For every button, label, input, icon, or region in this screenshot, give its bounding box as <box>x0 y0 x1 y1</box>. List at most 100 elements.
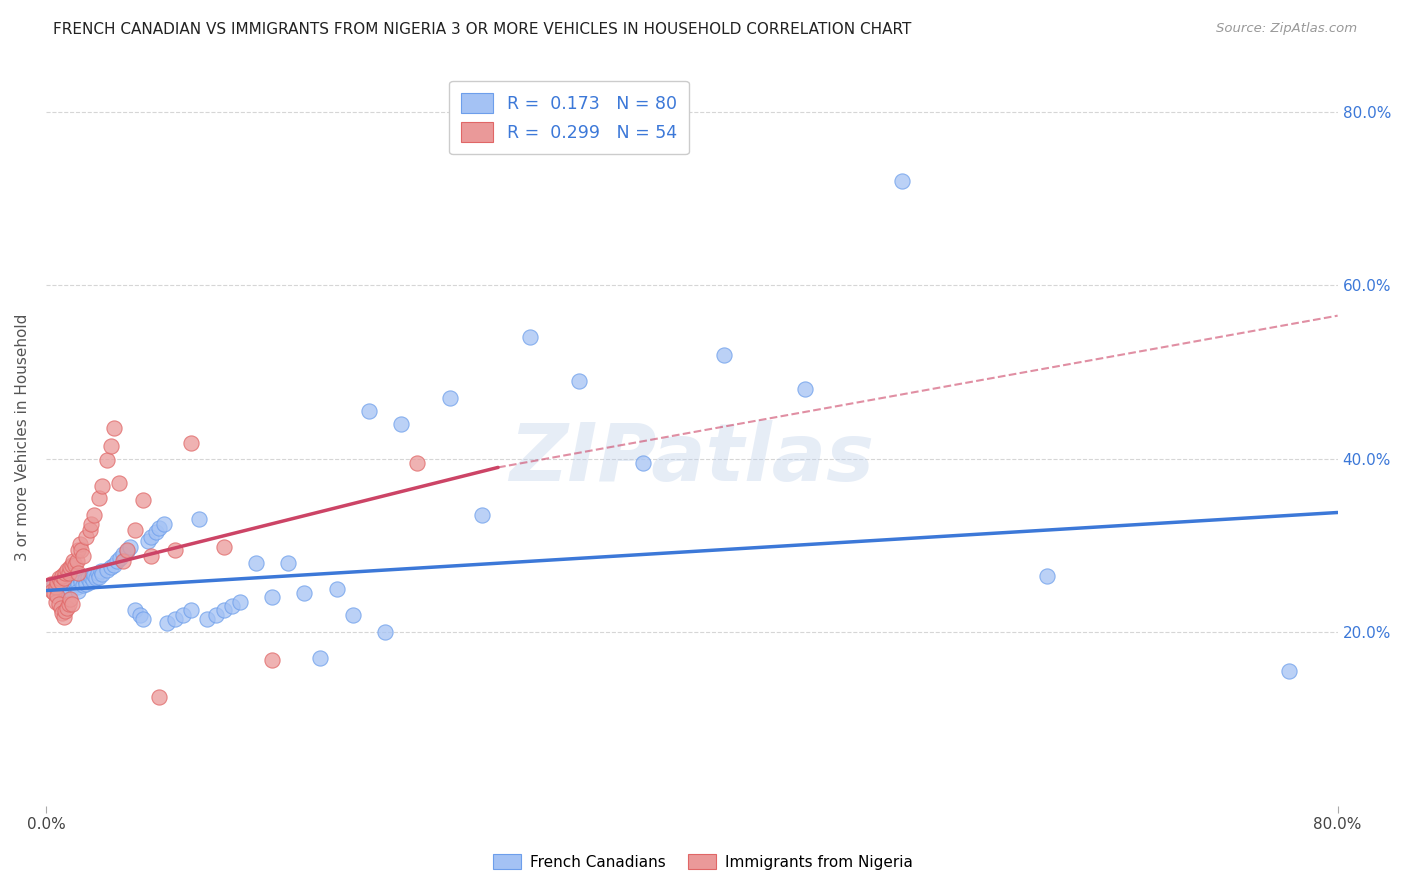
Point <box>568 374 591 388</box>
Point <box>180 436 202 450</box>
Point <box>58 571 80 585</box>
Text: Source: ZipAtlas.com: Source: ZipAtlas.com <box>1216 22 1357 36</box>
Point <box>128 607 150 622</box>
Point <box>41 583 63 598</box>
Point <box>277 556 299 570</box>
Point <box>112 547 135 561</box>
Point <box>67 576 90 591</box>
Point <box>59 592 82 607</box>
Point <box>53 579 76 593</box>
Point <box>82 573 104 587</box>
Point <box>83 508 105 522</box>
Point <box>48 571 70 585</box>
Point <box>42 577 65 591</box>
Point <box>100 439 122 453</box>
Point <box>260 591 283 605</box>
Point <box>890 174 912 188</box>
Point <box>72 578 94 592</box>
Point <box>389 417 412 431</box>
Point <box>45 580 67 594</box>
Point <box>51 569 73 583</box>
Point <box>39 577 62 591</box>
Point <box>80 569 103 583</box>
Point <box>42 586 65 600</box>
Point <box>132 612 155 626</box>
Point <box>48 583 70 598</box>
Point <box>53 604 76 618</box>
Point <box>292 586 315 600</box>
Point <box>260 653 283 667</box>
Point <box>63 574 86 589</box>
Point <box>52 571 75 585</box>
Point <box>165 612 187 626</box>
Point <box>49 580 72 594</box>
Point <box>471 508 494 522</box>
Point <box>51 606 73 620</box>
Point <box>91 567 114 582</box>
Point <box>103 558 125 572</box>
Point <box>83 568 105 582</box>
Point <box>67 583 90 598</box>
Point <box>180 603 202 617</box>
Legend: R =  0.173   N = 80, R =  0.299   N = 54: R = 0.173 N = 80, R = 0.299 N = 54 <box>450 81 689 154</box>
Point <box>325 582 347 596</box>
Point <box>90 565 112 579</box>
Text: ZIPatlas: ZIPatlas <box>509 420 875 498</box>
Point <box>212 540 235 554</box>
Point <box>96 563 118 577</box>
Point <box>145 525 167 540</box>
Point <box>139 549 162 563</box>
Point <box>89 491 111 505</box>
Point <box>148 690 170 705</box>
Point <box>110 550 132 565</box>
Point <box>69 571 91 585</box>
Point <box>59 583 82 598</box>
Point <box>357 404 380 418</box>
Text: FRENCH CANADIAN VS IMMIGRANTS FROM NIGERIA 3 OR MORE VEHICLES IN HOUSEHOLD CORRE: FRENCH CANADIAN VS IMMIGRANTS FROM NIGER… <box>53 22 912 37</box>
Point <box>713 348 735 362</box>
Point <box>188 512 211 526</box>
Point <box>1278 664 1301 678</box>
Point <box>115 543 138 558</box>
Point <box>156 616 179 631</box>
Point <box>165 542 187 557</box>
Point <box>245 556 267 570</box>
Point <box>91 479 114 493</box>
Point <box>67 566 90 581</box>
Point <box>51 573 73 587</box>
Point <box>107 475 129 490</box>
Point <box>60 558 83 572</box>
Point <box>60 573 83 587</box>
Point <box>112 554 135 568</box>
Point <box>212 603 235 617</box>
Point <box>63 558 86 572</box>
Point <box>406 456 429 470</box>
Point <box>56 563 79 577</box>
Point <box>221 599 243 614</box>
Point <box>73 573 96 587</box>
Point <box>75 530 97 544</box>
Point <box>52 574 75 589</box>
Point <box>56 600 79 615</box>
Point <box>69 537 91 551</box>
Point <box>139 530 162 544</box>
Point <box>153 516 176 531</box>
Point <box>118 540 141 554</box>
Point <box>100 560 122 574</box>
Point <box>49 574 72 589</box>
Point <box>793 383 815 397</box>
Point <box>204 607 226 622</box>
Point <box>46 589 69 603</box>
Point <box>59 560 82 574</box>
Point <box>48 598 70 612</box>
Point <box>132 493 155 508</box>
Point <box>1036 569 1059 583</box>
Point <box>136 534 159 549</box>
Point <box>77 571 100 585</box>
Point <box>633 456 655 470</box>
Point <box>374 625 396 640</box>
Point <box>115 542 138 557</box>
Point <box>66 580 89 594</box>
Legend: French Canadians, Immigrants from Nigeria: French Canadians, Immigrants from Nigeri… <box>485 846 921 877</box>
Point <box>309 651 332 665</box>
